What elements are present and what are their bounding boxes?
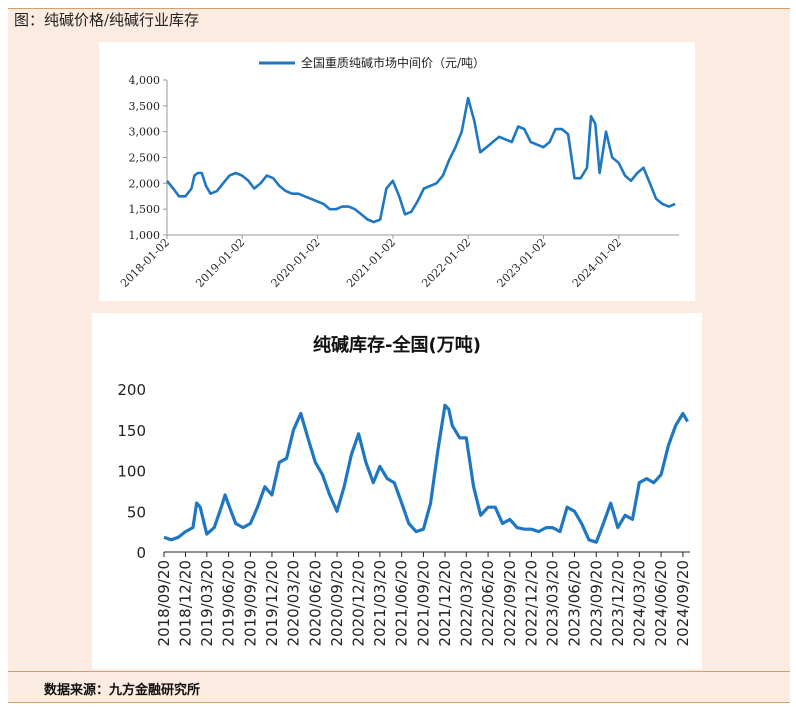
y-tick-label: 200 <box>117 381 146 399</box>
x-tick-label: 2022-01-02 <box>419 236 473 290</box>
y-tick-label: 0 <box>136 544 146 562</box>
x-tick-label: 2022/09/20 <box>501 560 519 646</box>
price-chart: 1,000 1,500 2,000 2,500 3,000 3,500 4,000 2018-… <box>118 55 679 290</box>
x-tick-label: 2018/09/20 <box>155 560 173 646</box>
figure-caption: 图：纯碱价格/纯碱行业库存 <box>14 11 200 29</box>
source-divider <box>8 671 790 672</box>
y-tick-label: 4,000 <box>129 74 161 87</box>
x-tick-label: 2021/09/20 <box>414 560 432 646</box>
x-tick-label: 2022/03/20 <box>457 560 475 646</box>
x-tick-label: 2020/12/20 <box>350 560 368 646</box>
y-tick-label: 1,500 <box>129 203 161 216</box>
inventory-chart-panel: 纯碱库存-全国(万吨) 0 50 100 150 200 2018/09/20 2018/12… <box>92 313 702 669</box>
y-tick-label: 2,000 <box>129 177 161 190</box>
chart-title: 纯碱库存-全国(万吨) <box>313 334 481 356</box>
x-tick-label: 2024/09/20 <box>674 560 692 646</box>
x-tick-label: 2024/03/20 <box>630 560 648 646</box>
x-tick-label: 2023/09/20 <box>587 560 605 646</box>
x-tick-label: 2024-01-02 <box>570 236 624 290</box>
x-tick-label: 2018-01-02 <box>118 236 172 290</box>
price-series-line <box>165 96 676 224</box>
data-source-note: 数据来源：九方金融研究所 <box>44 683 201 698</box>
y-tick-label: 3,500 <box>129 100 161 113</box>
legend-label: 全国重质纯碱市场中间价（元/吨） <box>301 55 485 70</box>
x-tick-label: 2023/03/20 <box>544 560 562 646</box>
y-tick-label: 50 <box>127 503 146 521</box>
x-tick-label: 2019/12/20 <box>263 560 281 646</box>
x-tick-label: 2020/09/20 <box>328 560 346 646</box>
x-tick-label: 2020/03/20 <box>284 560 302 646</box>
x-tick-label: 2020/06/20 <box>306 560 324 646</box>
y-tick-label: 3,000 <box>129 126 161 139</box>
y-tick-label: 150 <box>117 422 146 440</box>
x-tick-label: 2019/06/20 <box>220 560 238 646</box>
x-tick-label: 2021/06/20 <box>393 560 411 646</box>
x-tick-label: 2021/03/20 <box>371 560 389 646</box>
x-tick-label: 2023/06/20 <box>565 560 583 646</box>
x-tick-label: 2024/06/20 <box>652 560 670 646</box>
x-tick-label: 2022/12/20 <box>522 560 540 646</box>
inventory-chart: 纯碱库存-全国(万吨) 0 50 100 150 200 2018/09/20 2018/12… <box>117 334 692 646</box>
x-tick-label: 2019/09/20 <box>241 560 259 646</box>
y-tick-label: 100 <box>117 463 146 481</box>
x-tick-label: 2021/12/20 <box>436 560 454 646</box>
y-tick-label: 2,500 <box>129 152 161 165</box>
x-tick-label: 2023/12/20 <box>609 560 627 646</box>
x-tick-label: 2021-01-02 <box>344 236 398 290</box>
x-tick-label: 2020-01-02 <box>269 236 323 290</box>
x-tick-label: 2019/03/20 <box>198 560 216 646</box>
x-tick-label: 2019-01-02 <box>193 236 247 290</box>
y-tick-label: 1,000 <box>129 229 161 242</box>
price-chart-panel: 1,000 1,500 2,000 2,500 3,000 3,500 4,000 2018-… <box>99 42 695 301</box>
x-tick-label: 2018/12/20 <box>177 560 195 646</box>
inventory-series-line <box>163 403 689 544</box>
x-tick-label: 2022/06/20 <box>479 560 497 646</box>
x-tick-label: 2023-01-02 <box>495 236 549 290</box>
